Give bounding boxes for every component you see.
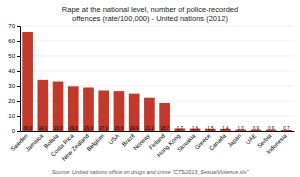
tick-mark — [17, 56, 20, 57]
tick-label: 0 — [12, 128, 16, 134]
tick: 0 — [12, 128, 20, 134]
data-label: 29.0 — [84, 126, 93, 131]
tick: 10 — [8, 113, 20, 119]
bar — [83, 88, 94, 132]
x-axis: SwedenJamaicaBoliviaCosta RicaNew Zealan… — [10, 132, 295, 162]
tick: Slovakia — [176, 132, 197, 153]
tick: 30 — [8, 83, 20, 89]
tick-label: Indonesia — [265, 132, 288, 155]
data-label: 0.7 — [283, 126, 290, 131]
data-label: 18.7 — [160, 126, 169, 131]
data-label: 26.6 — [115, 126, 124, 131]
source: Source: United nations office on drugs a… — [52, 169, 250, 175]
data-label: 22.2 — [145, 126, 154, 131]
tick: Jamaica — [24, 132, 45, 153]
data-label: 27.0 — [99, 126, 108, 131]
tick-mark — [17, 86, 20, 87]
tick: UAE — [244, 133, 257, 146]
data-label: 0.9 — [253, 126, 260, 131]
tick: 50 — [8, 53, 20, 59]
title: Rape at the national level, number of po… — [62, 5, 238, 23]
data-label: 1.7 — [177, 126, 184, 131]
tick: Canada — [208, 132, 228, 152]
chart: 0 10 20 30 40 50 60 70 SwedenJamaicaBoliviaCosta… — [0, 0, 300, 177]
data-label: 34.1 — [38, 126, 47, 131]
tick: Hong Kong — [156, 133, 181, 158]
data-label: 29.8 — [69, 126, 78, 131]
tick-mark — [17, 71, 20, 72]
grid-line — [20, 26, 294, 27]
grid-line — [20, 71, 294, 72]
tick-label: USA — [107, 133, 120, 146]
tick: 60 — [8, 38, 20, 44]
data-label: 33.0 — [54, 126, 63, 131]
tick-mark — [17, 41, 20, 42]
bar — [129, 94, 140, 131]
tick-label: Hong Kong — [156, 133, 181, 158]
axis-line — [21, 131, 295, 132]
bar — [68, 86, 79, 131]
tick-label: 30 — [8, 83, 15, 89]
tick: Belgium — [86, 133, 106, 153]
tick-mark — [17, 116, 20, 117]
tick-label: UAE — [244, 133, 257, 146]
tick-label: Belgium — [86, 133, 106, 153]
tick-label: Slovakia — [176, 132, 197, 153]
bar — [144, 98, 155, 131]
tick: 70 — [8, 23, 20, 29]
tick-label: Japan — [226, 133, 242, 149]
tick: 20 — [8, 98, 20, 104]
grid — [20, 26, 294, 131]
tick: USA — [107, 133, 120, 146]
bar — [22, 32, 33, 131]
tick: Indonesia — [265, 132, 288, 155]
bar — [114, 91, 125, 131]
data-label: 1.5 — [207, 126, 214, 131]
tick-label: Canada — [208, 132, 228, 152]
tick-label: 50 — [8, 53, 15, 59]
bar — [38, 80, 49, 131]
data-label: 66.0 — [23, 126, 32, 131]
grid-line — [20, 56, 294, 57]
grid-line — [20, 41, 294, 42]
bar — [53, 82, 64, 132]
data-label: 1.0 — [238, 126, 245, 131]
tick-label: 40 — [8, 68, 15, 74]
tick-label: Norway — [132, 133, 151, 152]
tick-label: 10 — [8, 113, 15, 119]
y-axis: 0 10 20 30 40 50 60 70 — [8, 23, 20, 134]
tick-label: 70 — [8, 23, 15, 29]
bar — [159, 103, 170, 131]
tick-label: 60 — [8, 38, 15, 44]
tick: 40 — [8, 68, 20, 74]
bars — [22, 32, 291, 131]
data-label: 1.4 — [222, 126, 229, 131]
tick: Japan — [226, 133, 242, 149]
data-label: 1.6 — [192, 126, 199, 131]
data-labels: 66.0 34.1 33.0 29.8 29.0 27.0 26.6 24.9 22.2 18.7… — [23, 126, 290, 131]
tick-mark — [17, 101, 20, 102]
tick-mark — [17, 131, 20, 132]
tick-mark — [17, 26, 20, 27]
axis-line — [17, 27, 21, 132]
data-label: 0.9 — [268, 126, 275, 131]
tick-label: Jamaica — [24, 132, 45, 153]
tick: Norway — [132, 133, 151, 152]
tick-label: 20 — [8, 98, 15, 104]
data-label: 24.9 — [130, 126, 139, 131]
bar — [98, 91, 109, 132]
